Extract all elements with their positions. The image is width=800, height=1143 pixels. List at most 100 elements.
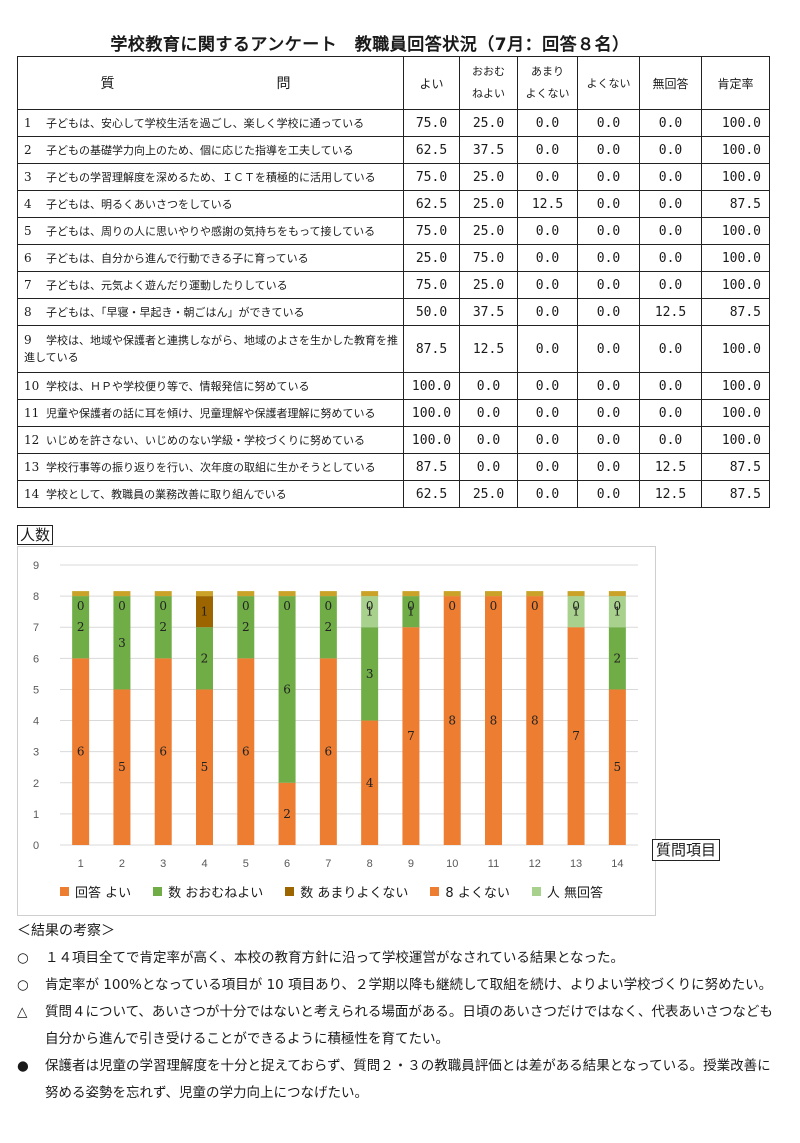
survey-table: 質 問 よい おおむ ねよい あまり よくない よくない 無回答 肯定率 1 子ど…	[17, 56, 770, 508]
value-kouteiritsu: 87.5	[701, 298, 770, 326]
bar-segment	[608, 689, 626, 845]
table-row: 4 子どもは、明るくあいさつをしている 62.5 25.0 12.5 0.0 0.0 87.5	[17, 190, 770, 218]
legend-item: 数 あまりよくない	[285, 882, 408, 901]
bar-segment	[278, 782, 296, 845]
value-yokunai: 0.0	[577, 136, 640, 164]
bar-segment	[485, 596, 502, 845]
table-row: 9 学校は、地域や保護者と連携しながら、地域のよさを生かした教育を推進している 87…	[17, 325, 770, 373]
question-cell: 2 子どもの基礎学力向上のため、個に応じた指導を工夫している	[17, 136, 404, 164]
bar-cap	[319, 591, 337, 597]
legend-swatch	[153, 887, 163, 896]
table-row: 13 学校行事等の振り返りを行い、次年度の取組に生かそうとしている 87.5 0.0 0…	[17, 453, 770, 481]
x-tick-label: 9	[408, 858, 414, 870]
value-kouteiritsu: 100.0	[701, 372, 770, 400]
data-label: 2	[77, 620, 85, 634]
question-text: 子どもは、安心して学校生活を過ごし、楽しく学校に通っている	[46, 117, 365, 130]
data-label: 3	[118, 636, 126, 650]
value-yokunai: 0.0	[577, 217, 640, 245]
value-yoi: 62.5	[403, 136, 460, 164]
question-cell: 10 学校は、ＨＰや学校便り等で、情報発信に努めている	[17, 372, 404, 400]
data-label: 8	[490, 714, 498, 728]
y-tick-label: 4	[33, 716, 39, 728]
bar-cap	[113, 591, 131, 597]
data-label: 0	[572, 599, 580, 613]
y-tick-label: 9	[33, 560, 39, 572]
table-header-row: 質 問 よい おおむ ねよい あまり よくない よくない 無回答 肯定率	[17, 56, 770, 110]
value-mukaitou: 0.0	[639, 136, 702, 164]
question-text: いじめを許さない、いじめのない学級・学校づくりに努めている	[46, 434, 365, 447]
value-mukaitou: 0.0	[639, 217, 702, 245]
question-text: 子どもは、自分から進んで行動できる子に育っている	[46, 252, 309, 265]
note-text: 肯定率が 100%となっている項目が 10 項目あり、２学期以降も継続して取組を…	[45, 977, 773, 993]
question-number: 6	[24, 251, 32, 265]
question-number: 5	[24, 224, 32, 238]
note-item: ○ 肯定率が 100%となっている項目が 10 項目あり、２学期以降も継続して取組…	[17, 972, 777, 999]
data-label: 3	[366, 667, 374, 681]
value-mukaitou: 0.0	[639, 426, 702, 454]
value-mukaitou: 0.0	[639, 190, 702, 218]
question-text: 学校として、教職員の業務改善に取り組んでいる	[46, 488, 287, 501]
data-label: 0	[118, 599, 126, 613]
value-kouteiritsu: 100.0	[701, 163, 770, 191]
value-yokunai: 0.0	[577, 480, 640, 508]
value-amari: 0.0	[517, 217, 578, 245]
value-yoi: 75.0	[403, 109, 460, 137]
question-text: 学校行事等の振り返りを行い、次年度の取組に生かそうとしている	[46, 461, 376, 474]
results-discussion: ＜結果の考察＞ ○ １４項目全てで肯定率が高く、本校の教育方針に沿って学校運営がな…	[17, 918, 777, 1107]
bar-segment	[361, 627, 379, 721]
data-label: 6	[242, 745, 250, 759]
bar-segment	[113, 596, 131, 690]
data-label: 0	[325, 599, 333, 613]
value-amari: 0.0	[517, 136, 578, 164]
bar-segment	[567, 627, 585, 845]
data-label: 0	[159, 599, 167, 613]
question-text: 子どもの学習理解度を深めるため、ＩＣＴを積極的に活用している	[46, 171, 376, 184]
value-mukaitou: 0.0	[639, 271, 702, 299]
question-number: 8	[24, 305, 32, 319]
x-tick-label: 10	[446, 858, 458, 870]
bar-cap	[608, 591, 626, 597]
value-amari: 0.0	[517, 325, 578, 373]
bar-segment	[154, 658, 172, 845]
bar-segment	[361, 596, 379, 628]
table-row: 10 学校は、ＨＰや学校便り等で、情報発信に努めている 100.0 0.0 0.0 0.0…	[17, 372, 770, 400]
value-yoi: 75.0	[403, 163, 460, 191]
question-number: 9	[24, 333, 32, 347]
table-row: 8 子どもは、「早寝・早起き・朝ごはん」ができている 50.0 37.5 0.0 0.0 1…	[17, 298, 770, 326]
question-number: 14	[24, 487, 40, 501]
table-body: 1 子どもは、安心して学校生活を過ごし、楽しく学校に通っている 75.0 25.0 0.…	[17, 109, 770, 508]
value-mukaitou: 0.0	[639, 372, 702, 400]
value-kouteiritsu: 100.0	[701, 136, 770, 164]
bar-cap	[485, 591, 502, 597]
data-label: 7	[407, 729, 415, 743]
note-item: ○ １４項目全てで肯定率が高く、本校の教育方針に沿って学校運営がなされている結果と…	[17, 945, 777, 972]
value-yoi: 100.0	[403, 372, 460, 400]
data-label: 1	[572, 605, 580, 619]
question-cell: 4 子どもは、明るくあいさつをしている	[17, 190, 404, 218]
bar-cap	[567, 591, 585, 597]
legend-swatch	[285, 887, 295, 896]
value-yoi: 62.5	[403, 480, 460, 508]
legend-label: 数 おおむねよい	[168, 886, 264, 901]
bar-cap	[196, 591, 213, 597]
value-mukaitou: 0.0	[639, 244, 702, 272]
header-question: 質 問	[17, 56, 404, 110]
value-amari: 0.0	[517, 163, 578, 191]
data-label: 8	[531, 714, 539, 728]
data-label: 4	[366, 776, 374, 790]
x-tick-label: 6	[284, 858, 290, 870]
question-number: 2	[24, 143, 32, 157]
value-oomune: 0.0	[459, 426, 518, 454]
x-tick-label: 7	[325, 858, 331, 870]
stacked-bar-chart: 0123456789620153026203521462052606620743…	[33, 560, 638, 870]
bar-cap	[237, 591, 255, 597]
question-number: 7	[24, 278, 32, 292]
x-tick-label: 2	[119, 858, 125, 870]
y-tick-label: 6	[33, 653, 39, 665]
data-label: 8	[448, 714, 456, 728]
question-text: 学校は、地域や保護者と連携しながら、地域のよさを生かした教育を推進している	[24, 334, 398, 364]
data-label: 2	[283, 807, 291, 821]
value-yokunai: 0.0	[577, 372, 640, 400]
value-amari: 12.5	[517, 190, 578, 218]
